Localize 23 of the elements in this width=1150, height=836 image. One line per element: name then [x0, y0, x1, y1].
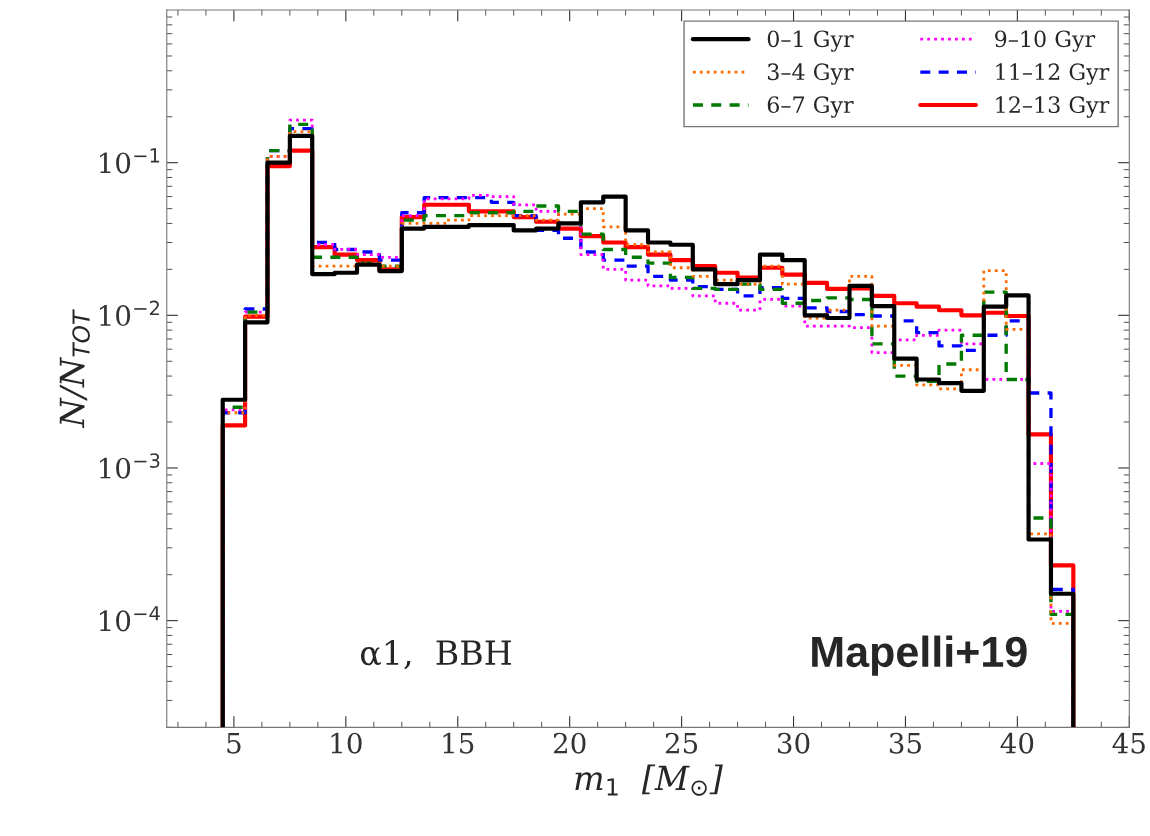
y-tick-label: 10$^{−1}$ [100, 148, 160, 174]
y-tick-label: 10$^{−3}$ [100, 453, 160, 479]
annotation: α1, BBH [360, 640, 511, 670]
legend-label: 9–10 Gyr [995, 30, 1096, 52]
legend-label: 3–4 Gyr [767, 63, 854, 85]
x-tick-label: 20 [553, 732, 586, 754]
x-tick-label: 10 [331, 732, 362, 754]
x-tick-label: 5 [227, 733, 241, 754]
y-tick-label: 10$^{−4}$ [100, 606, 160, 632]
legend-label: 0–1 Gyr [767, 30, 854, 52]
y-axis-title: N/N$_{TOT}$ [59, 309, 90, 429]
y-tick-label: 10$^{−2}$ [100, 300, 159, 327]
x-tick-label: 40 [1000, 732, 1034, 754]
x-tick-label: 15 [443, 732, 474, 754]
x-tick-label: 35 [889, 732, 921, 754]
x-tick-label: 30 [777, 732, 810, 754]
legend-label: 11–12 Gyr [996, 63, 1110, 85]
x-axis-title: m$_{1}$ [M$_{⊙}$] [575, 764, 723, 796]
x-tick-label: 25 [665, 732, 698, 754]
x-tick-label: 45 [1112, 732, 1145, 754]
annotation: Mapelli+19 [812, 635, 1027, 676]
legend-label: 12–13 Gyr [996, 96, 1110, 118]
legend-label: 6–7 Gyr [767, 96, 854, 118]
